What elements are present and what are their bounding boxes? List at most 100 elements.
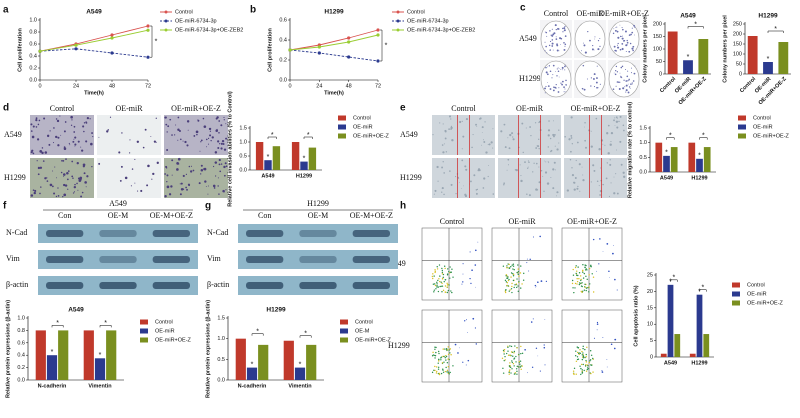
texture-dot — [42, 160, 45, 162]
legend-label: Control — [407, 9, 425, 15]
texture-dot — [465, 118, 469, 121]
event-dot — [507, 285, 509, 287]
y-tick-label: 20 — [647, 289, 653, 295]
event-dot — [438, 278, 440, 280]
row-label: A549 — [519, 34, 537, 43]
significance: * — [669, 279, 672, 286]
event-dot — [590, 354, 593, 356]
event-dot — [572, 274, 575, 276]
column-label: OE-miR — [115, 104, 143, 113]
texture-dot — [561, 83, 563, 86]
texture-dot — [177, 116, 180, 119]
texture-dot — [547, 161, 549, 163]
texture-dot — [615, 116, 618, 119]
texture-dot — [534, 284, 537, 287]
texture-dot — [560, 37, 563, 40]
texture-dot — [170, 185, 173, 188]
texture-dot — [604, 144, 606, 146]
texture-dot — [177, 128, 180, 132]
texture-dot — [462, 263, 464, 265]
event-dot — [520, 345, 522, 348]
event-dot — [576, 356, 579, 358]
significance: * — [104, 320, 107, 327]
blot-band — [299, 230, 337, 237]
texture-dot — [606, 242, 609, 245]
event-dot — [513, 286, 515, 289]
event-dot — [588, 361, 591, 364]
texture-dot — [545, 85, 547, 88]
event-dot — [576, 280, 579, 283]
texture-dot — [544, 87, 546, 90]
wound-image — [498, 115, 561, 155]
column-label: OE-miR+OE-Z — [571, 104, 621, 113]
event-dot — [434, 355, 437, 357]
texture-dot — [91, 166, 93, 168]
texture-dot — [614, 338, 617, 341]
texture-dot — [78, 179, 82, 182]
texture-dot — [551, 28, 553, 30]
event-dot — [438, 352, 440, 355]
texture-dot — [521, 122, 524, 125]
texture-dot — [542, 175, 544, 177]
texture-dot — [620, 163, 623, 166]
texture-dot — [164, 173, 166, 175]
texture-dot — [575, 159, 577, 162]
texture-dot — [156, 161, 159, 164]
texture-dot — [623, 129, 625, 132]
texture-dot — [451, 139, 454, 142]
texture-dot — [207, 185, 209, 187]
texture-dot — [442, 161, 444, 163]
bar — [235, 338, 246, 380]
legend-swatch — [140, 319, 148, 325]
texture-dot — [540, 280, 543, 282]
texture-dot — [593, 169, 596, 172]
event-dot — [504, 279, 507, 282]
legend-swatch — [732, 291, 740, 297]
event-dot — [502, 265, 505, 267]
texture-dot — [602, 183, 604, 186]
event-dot — [513, 269, 515, 271]
event-dot — [522, 279, 525, 281]
significance: * — [702, 285, 705, 292]
texture-dot — [589, 39, 591, 42]
event-dot — [521, 283, 523, 285]
x-axis-label: Time(h) — [84, 90, 104, 96]
event-dot — [583, 369, 585, 372]
blot-band — [99, 282, 137, 289]
texture-dot — [563, 48, 566, 51]
event-dot — [445, 366, 447, 369]
event-dot — [585, 275, 587, 278]
event-dot — [452, 276, 454, 278]
event-dot — [583, 272, 586, 275]
texture-dot — [71, 119, 73, 121]
texture-dot — [610, 131, 614, 135]
texture-dot — [551, 42, 554, 45]
texture-dot — [558, 68, 560, 69]
legend-label: OE-miR+OE-Z — [753, 133, 790, 139]
texture-dot — [552, 33, 555, 36]
bar — [272, 146, 281, 170]
event-dot — [447, 358, 449, 360]
texture-dot — [218, 120, 221, 122]
texture-dot — [146, 184, 149, 187]
texture-dot — [616, 289, 618, 291]
blot-band — [46, 282, 84, 289]
texture-dot — [536, 162, 538, 165]
event-dot — [438, 264, 441, 266]
panel-letter: g — [205, 201, 211, 212]
texture-dot — [175, 124, 177, 126]
event-dot — [441, 267, 443, 270]
significance: * — [256, 329, 259, 336]
texture-dot — [621, 37, 624, 40]
y-tick-label: 0.5 — [639, 155, 647, 161]
texture-dot — [465, 364, 467, 366]
bar — [683, 60, 693, 74]
texture-dot — [137, 190, 139, 192]
event-dot — [447, 283, 449, 286]
event-dot — [432, 351, 434, 354]
y-tick-label: 100 — [733, 51, 742, 57]
texture-dot — [557, 70, 560, 73]
texture-dot — [538, 148, 540, 150]
texture-dot — [535, 147, 538, 149]
texture-dot — [520, 179, 523, 183]
